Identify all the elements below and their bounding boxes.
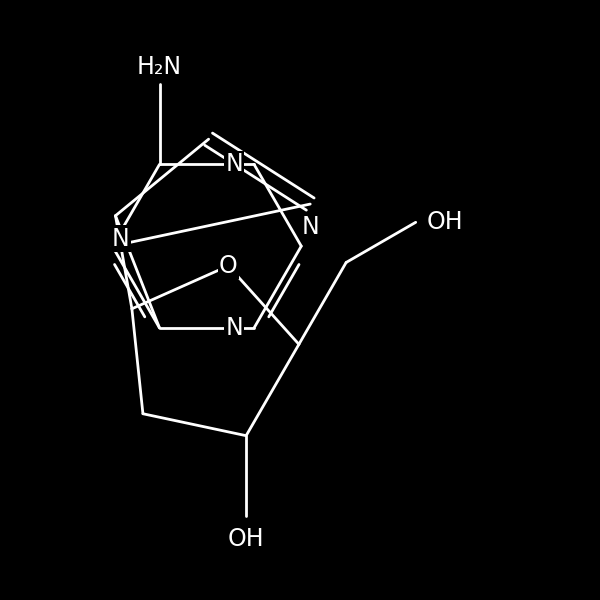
Text: H₂N: H₂N — [137, 55, 182, 79]
Text: O: O — [219, 254, 238, 278]
Text: N: N — [226, 316, 243, 340]
Text: N: N — [301, 215, 319, 239]
Text: OH: OH — [228, 527, 265, 551]
Text: N: N — [112, 227, 130, 251]
Text: OH: OH — [427, 211, 463, 235]
Text: N: N — [226, 152, 243, 176]
